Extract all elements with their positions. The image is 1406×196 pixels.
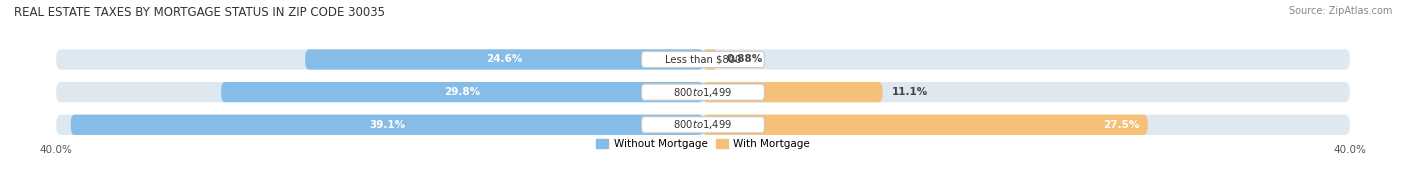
Text: Less than $800: Less than $800 [665, 54, 741, 64]
FancyBboxPatch shape [641, 84, 765, 100]
FancyBboxPatch shape [56, 82, 1350, 102]
FancyBboxPatch shape [56, 115, 1350, 135]
Text: $800 to $1,499: $800 to $1,499 [673, 118, 733, 131]
Text: $800 to $1,499: $800 to $1,499 [673, 86, 733, 99]
FancyBboxPatch shape [70, 115, 703, 135]
FancyBboxPatch shape [305, 49, 703, 70]
Text: REAL ESTATE TAXES BY MORTGAGE STATUS IN ZIP CODE 30035: REAL ESTATE TAXES BY MORTGAGE STATUS IN … [14, 6, 385, 19]
Text: 24.6%: 24.6% [486, 54, 522, 64]
FancyBboxPatch shape [56, 49, 1350, 70]
Legend: Without Mortgage, With Mortgage: Without Mortgage, With Mortgage [592, 135, 814, 153]
FancyBboxPatch shape [641, 117, 765, 133]
Text: 39.1%: 39.1% [368, 120, 405, 130]
FancyBboxPatch shape [703, 115, 1147, 135]
Text: 27.5%: 27.5% [1104, 120, 1140, 130]
FancyBboxPatch shape [221, 82, 703, 102]
FancyBboxPatch shape [641, 51, 765, 68]
FancyBboxPatch shape [703, 82, 883, 102]
FancyBboxPatch shape [703, 49, 717, 70]
Text: Source: ZipAtlas.com: Source: ZipAtlas.com [1288, 6, 1392, 16]
Text: 0.88%: 0.88% [727, 54, 763, 64]
Text: 11.1%: 11.1% [893, 87, 928, 97]
Text: 29.8%: 29.8% [444, 87, 479, 97]
